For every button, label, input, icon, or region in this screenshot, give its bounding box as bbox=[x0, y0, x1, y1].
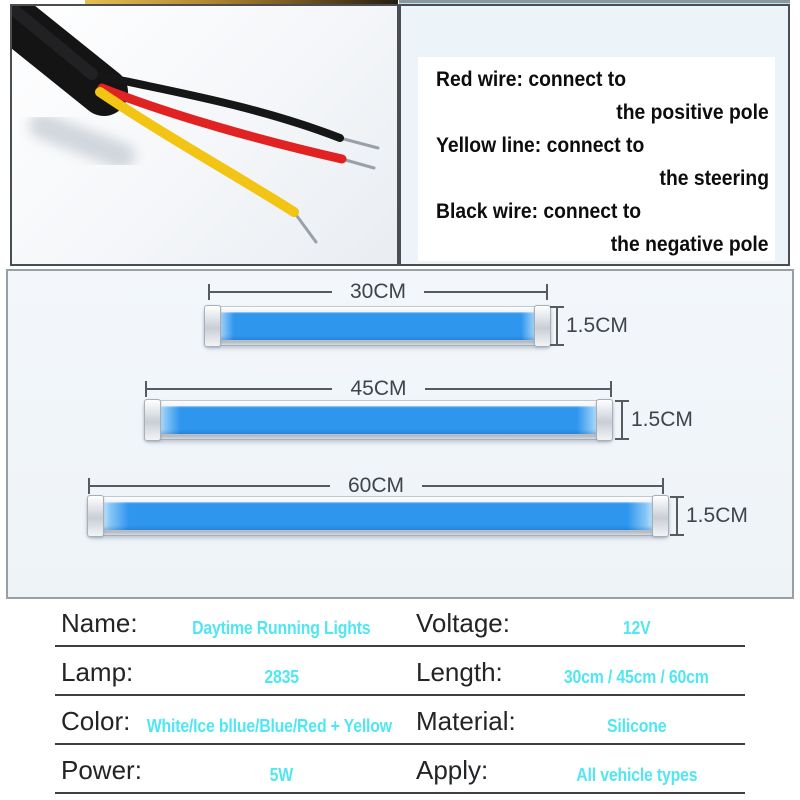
dimension-line-60cm: 60CM bbox=[88, 474, 664, 497]
wiring-notes-box: Red wire: connect to the positive pole Y… bbox=[418, 57, 775, 261]
note-black-wire: Black wire: connect to bbox=[436, 200, 642, 223]
spec-value: Silicone bbox=[606, 716, 667, 736]
spec-row-lamp-length: Lamp: 2835 Length: 30cm / 45cm / 60cm bbox=[55, 647, 745, 696]
spec-cell: Name: Daytime Running Lights bbox=[55, 598, 400, 645]
dim-tick bbox=[546, 284, 548, 300]
black-wire bbox=[98, 72, 344, 142]
led-strip-30cm bbox=[204, 305, 551, 347]
led-tube bbox=[101, 502, 655, 530]
dim-line bbox=[424, 291, 546, 293]
height-dimension-60cm: 1.5CM bbox=[670, 496, 748, 536]
dim-vline bbox=[550, 306, 564, 346]
dim-vline bbox=[615, 400, 629, 440]
wire-photo-panel bbox=[10, 4, 399, 266]
strip-end-cap bbox=[87, 495, 104, 537]
dimension-line-45cm: 45CM bbox=[145, 377, 612, 400]
spec-row-power-apply: Power: 5W Apply: All vehicle types bbox=[55, 745, 745, 794]
top-edge-gold-strip bbox=[85, 0, 398, 4]
spec-label: Name: bbox=[61, 608, 138, 638]
top-edge-gray-strip bbox=[399, 0, 790, 3]
note-red-wire-cont: the positive pole bbox=[616, 101, 769, 124]
spec-value: All vehicle types bbox=[575, 765, 698, 785]
spec-value: 2835 bbox=[264, 667, 299, 687]
dim-line bbox=[90, 485, 330, 487]
spec-cell: Apply: All vehicle types bbox=[400, 745, 745, 792]
led-tube bbox=[158, 406, 599, 434]
strip-end-cap bbox=[534, 305, 551, 347]
spec-value: 5W bbox=[269, 765, 294, 785]
dim-line bbox=[210, 291, 332, 293]
led-strip-60cm bbox=[87, 495, 669, 537]
cable-highlight bbox=[12, 6, 98, 80]
red-wire bbox=[97, 83, 347, 164]
spec-label: Material: bbox=[416, 706, 516, 736]
strip-end-cap bbox=[596, 399, 613, 441]
length-label-60cm: 60CM bbox=[347, 474, 405, 497]
cable-jacket bbox=[12, 6, 128, 116]
strip-end-cap bbox=[144, 399, 161, 441]
dim-vline bbox=[670, 496, 684, 536]
note-red-wire: Red wire: connect to bbox=[436, 68, 627, 91]
wiring-notes-panel: Red wire: connect to the positive pole Y… bbox=[399, 4, 790, 266]
dim-tick bbox=[208, 284, 210, 300]
height-dimension-30cm: 1.5CM bbox=[550, 306, 628, 346]
spec-cell: Power: 5W bbox=[55, 745, 400, 792]
spec-value: White/Ice bllue/Blue/Red + Yellow bbox=[147, 716, 393, 736]
red-wire-tip bbox=[340, 157, 376, 170]
yellow-wire-tip bbox=[292, 210, 318, 244]
spec-value: Daytime Running Lights bbox=[192, 618, 371, 638]
height-label: 1.5CM bbox=[631, 408, 693, 431]
spec-cell: Length: 30cm / 45cm / 60cm bbox=[400, 647, 745, 694]
spec-label: Length: bbox=[416, 657, 503, 687]
spec-table: Name: Daytime Running Lights Voltage: 12… bbox=[55, 598, 745, 794]
spec-label: Apply: bbox=[416, 755, 489, 785]
dim-tick bbox=[662, 478, 664, 494]
spec-label: Lamp: bbox=[61, 657, 134, 687]
height-dimension-45cm: 1.5CM bbox=[615, 400, 693, 440]
height-label: 1.5CM bbox=[686, 504, 748, 527]
strip-end-cap bbox=[204, 305, 221, 347]
dim-tick bbox=[610, 381, 612, 397]
wire-photo-graphic bbox=[12, 6, 380, 244]
length-label-30cm: 30CM bbox=[349, 280, 407, 303]
black-wire-tip bbox=[338, 136, 380, 150]
dim-line bbox=[422, 485, 662, 487]
dim-line bbox=[424, 388, 610, 390]
cable-shadow bbox=[29, 113, 135, 169]
note-yellow-line-cont: the steering bbox=[659, 167, 769, 190]
spec-row-name-voltage: Name: Daytime Running Lights Voltage: 12… bbox=[55, 598, 745, 647]
spec-label: Voltage: bbox=[416, 608, 510, 638]
height-label: 1.5CM bbox=[566, 314, 628, 337]
spec-cell: Lamp: 2835 bbox=[55, 647, 400, 694]
note-black-wire-cont: the negative pole bbox=[611, 233, 769, 256]
led-strip-45cm bbox=[144, 399, 613, 441]
spec-cell: Color: White/Ice bllue/Blue/Red + Yellow bbox=[55, 696, 400, 743]
spec-cell: Voltage: 12V bbox=[400, 598, 745, 645]
dim-tick bbox=[145, 381, 147, 397]
spec-value: 30cm / 45cm / 60cm bbox=[564, 667, 709, 687]
note-yellow-line: Yellow line: connect to bbox=[436, 134, 645, 157]
dim-line bbox=[147, 388, 333, 390]
strip-end-cap bbox=[652, 495, 669, 537]
spec-value: 12V bbox=[622, 618, 651, 638]
spec-label: Color: bbox=[61, 706, 131, 736]
led-tube bbox=[218, 312, 537, 340]
dim-tick bbox=[88, 478, 90, 494]
length-label-45cm: 45CM bbox=[350, 377, 407, 400]
dimension-line-30cm: 30CM bbox=[208, 280, 548, 303]
spec-label: Power: bbox=[61, 755, 142, 785]
yellow-wire bbox=[95, 87, 299, 217]
spec-row-color-material: Color: White/Ice bllue/Blue/Red + Yellow… bbox=[55, 696, 745, 745]
spec-cell: Material: Silicone bbox=[400, 696, 745, 743]
size-diagram-panel: 30CM 1.5CM 45CM 1.5CM bbox=[6, 269, 794, 599]
